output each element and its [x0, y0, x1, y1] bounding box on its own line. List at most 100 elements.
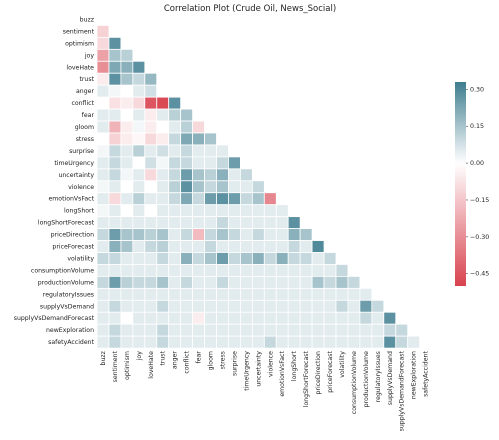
cell-stress-sentiment: [108, 132, 122, 146]
cell-productionVolume-uncertainty: [251, 275, 265, 289]
cell-loveHate-sentiment: [108, 60, 122, 74]
cell-priceForecast-joy: [132, 240, 146, 253]
cell-fear-trust: [156, 108, 170, 122]
cell-consumptionVolume-stress: [216, 264, 229, 277]
cell-longShortForecast-longShort: [287, 216, 301, 229]
cell-newExploration-gloom: [204, 323, 217, 337]
cell-longShortForecast-anger: [168, 216, 182, 229]
cell-stress-loveHate: [144, 132, 158, 146]
cell-volatility-uncertainty: [251, 252, 265, 265]
cell-supplyVsDemandForecast-consumptionVolume: [347, 311, 361, 325]
cell-sentiment-buzz: [96, 25, 110, 38]
cell-longShort-stress: [216, 204, 229, 218]
y-tick-label: buzz: [80, 16, 94, 23]
cell-productionVolume-stress: [216, 275, 229, 289]
cell-anger-loveHate: [144, 84, 158, 98]
cell-priceForecast-fear: [192, 240, 205, 253]
cell-regulatoryIssues-stress: [216, 287, 229, 301]
cell-timeUrgency-loveHate: [144, 156, 158, 170]
cell-conflict-loveHate: [144, 96, 158, 110]
cell-consumptionVolume-violence: [263, 264, 277, 277]
cell-longShortForecast-violence: [263, 216, 277, 229]
cell-longShort-gloom: [204, 204, 217, 218]
cell-anger-buzz: [96, 84, 110, 98]
cell-trust-optimism: [120, 72, 134, 86]
cell-regulatoryIssues-joy: [132, 287, 146, 301]
cell-newExploration-timeUrgency: [239, 323, 253, 337]
cell-safetyAccident-volatility: [335, 335, 349, 349]
cell-productionVolume-volatility: [335, 275, 349, 289]
cell-volatility-longShort: [287, 252, 301, 265]
cell-timeUrgency-anger: [168, 156, 182, 170]
cell-violence-stress: [216, 180, 229, 194]
cell-priceDirection-longShort: [287, 228, 301, 241]
y-tick-label: priceDirection: [51, 232, 94, 239]
cell-violence-optimism: [120, 180, 134, 194]
cell-fear-optimism: [120, 108, 134, 122]
cell-regulatoryIssues-surprise: [228, 287, 241, 301]
cell-priceDirection-trust: [156, 228, 170, 241]
cell-consumptionVolume-longShort: [287, 264, 301, 277]
cell-productionVolume-surprise: [228, 275, 241, 289]
cell-timeUrgency-surprise: [228, 156, 241, 170]
cell-uncertainty-anger: [168, 168, 182, 182]
cell-safetyAccident-conflict: [180, 335, 193, 349]
cell-longShortForecast-timeUrgency: [239, 216, 253, 229]
cell-supplyVsDemand-surprise: [228, 299, 241, 313]
cell-emotionVsFact-surprise: [228, 192, 241, 206]
y-tick-label: consumptionVolume: [31, 267, 94, 274]
cell-longShort-sentiment: [108, 204, 122, 218]
cell-safetyAccident-priceForecast: [323, 335, 337, 349]
cell-newExploration-longShort: [287, 323, 301, 337]
cell-safetyAccident-priceDirection: [311, 335, 325, 349]
cell-surprise-trust: [156, 144, 170, 158]
y-tick-label: fear: [82, 112, 95, 119]
cell-regulatoryIssues-loveHate: [144, 287, 158, 301]
cell-priceDirection-surprise: [228, 228, 241, 241]
cell-loveHate-optimism: [120, 60, 134, 74]
cell-regulatoryIssues-conflict: [180, 287, 193, 301]
cell-priceDirection-timeUrgency: [239, 228, 253, 241]
cell-gloom-fear: [192, 120, 205, 134]
cell-violence-loveHate: [144, 180, 158, 194]
cell-supplyVsDemand-consumptionVolume: [347, 299, 361, 313]
cell-regulatoryIssues-sentiment: [108, 287, 122, 301]
cell-conflict-optimism: [120, 96, 134, 110]
x-tick-label: buzz: [100, 351, 107, 365]
cell-conflict-buzz: [96, 96, 110, 110]
cell-consumptionVolume-timeUrgency: [239, 264, 253, 277]
cell-surprise-anger: [168, 144, 182, 158]
cell-supplyVsDemandForecast-violence: [263, 311, 277, 325]
cell-longShort-emotionVsFact: [275, 204, 289, 218]
cell-stress-anger: [168, 132, 182, 146]
cell-supplyVsDemand-productionVolume: [359, 299, 373, 313]
x-tick-label: supplyVsDemandForecast: [399, 351, 406, 432]
cell-safetyAccident-uncertainty: [251, 335, 265, 349]
cell-safetyAccident-productionVolume: [359, 335, 373, 349]
cell-volatility-stress: [216, 252, 229, 265]
cell-surprise-sentiment: [108, 144, 122, 158]
cell-consumptionVolume-joy: [132, 264, 146, 277]
cell-priceDirection-gloom: [204, 228, 217, 241]
cell-emotionVsFact-joy: [132, 192, 146, 206]
y-tick-label: anger: [76, 88, 94, 95]
cell-supplyVsDemand-trust: [156, 299, 170, 313]
cell-priceForecast-gloom: [204, 240, 217, 253]
cell-priceForecast-loveHate: [144, 240, 158, 253]
cell-longShort-joy: [132, 204, 146, 218]
cell-productionVolume-emotionVsFact: [275, 275, 289, 289]
cell-supplyVsDemandForecast-fear: [192, 311, 205, 325]
cell-supplyVsDemand-loveHate: [144, 299, 158, 313]
cell-regulatoryIssues-optimism: [120, 287, 134, 301]
y-tick-labels: buzz sentiment optimism joy loveHate trust ang…: [14, 16, 95, 346]
cell-supplyVsDemand-optimism: [120, 299, 134, 313]
cell-priceDirection-sentiment: [108, 228, 122, 241]
cell-volatility-joy: [132, 252, 146, 265]
cell-supplyVsDemandForecast-longShort: [287, 311, 301, 325]
cell-volatility-longShortForecast: [299, 252, 313, 265]
y-tick-label: emotionVsFact: [48, 196, 94, 203]
cell-newExploration-anger: [168, 323, 182, 337]
cell-priceDirection-uncertainty: [251, 228, 265, 241]
cell-supplyVsDemand-timeUrgency: [239, 299, 253, 313]
y-tick-label: gloom: [75, 124, 94, 131]
